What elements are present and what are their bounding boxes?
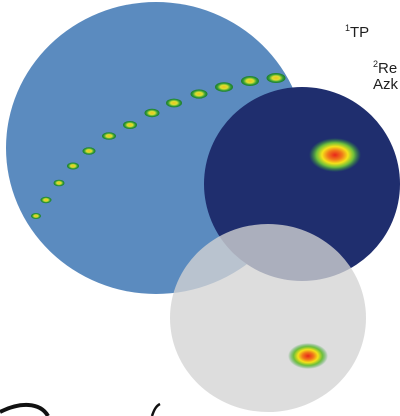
bottom-curve-fragment <box>0 403 50 416</box>
navy-circle-spot <box>309 138 361 172</box>
trail-spot <box>53 179 65 187</box>
grey-translucent-circle <box>170 224 366 412</box>
trail-spot <box>123 121 137 129</box>
spot-trail <box>31 73 286 219</box>
trail-spot <box>215 82 233 92</box>
trail-spot <box>82 147 96 155</box>
affiliation-2-continuation: Azk <box>373 76 399 93</box>
trail-spot <box>241 76 259 86</box>
trail-spot <box>40 196 52 204</box>
trail-spot <box>67 162 79 170</box>
bottom-hook-fragment <box>150 402 161 416</box>
trail-spot <box>144 108 160 118</box>
trail-spot <box>266 73 286 83</box>
trail-spot <box>166 98 182 108</box>
grey-circle-spot <box>288 343 328 369</box>
trail-spot <box>190 89 208 99</box>
affiliation-2: 2Re <box>373 59 398 77</box>
trail-spot <box>102 132 116 140</box>
affiliation-1: 1TP <box>345 23 370 41</box>
trail-spot <box>31 213 41 219</box>
